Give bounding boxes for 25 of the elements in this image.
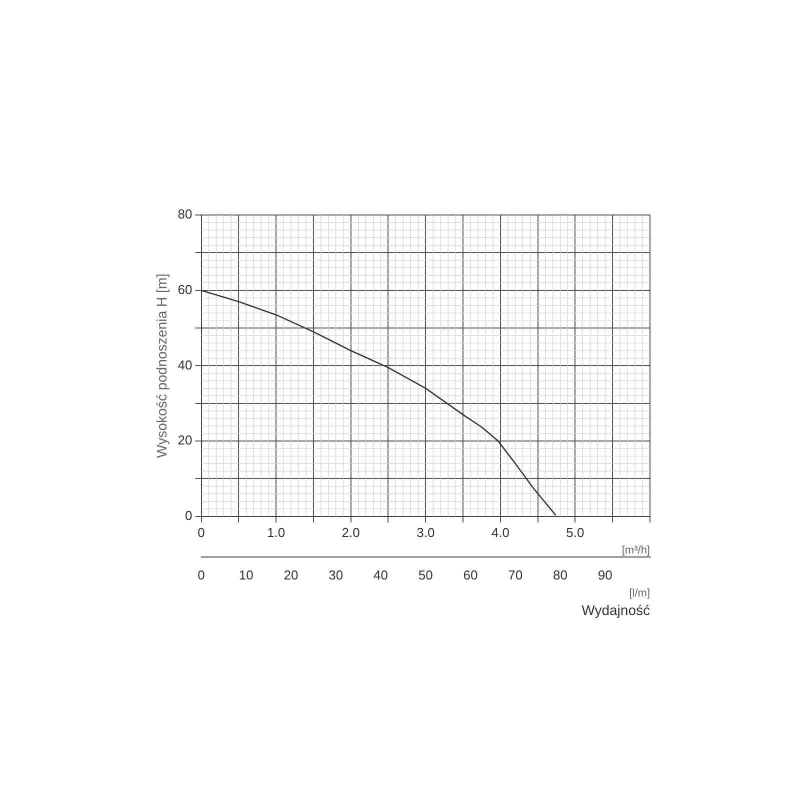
y-tick-label: 60 <box>178 282 192 297</box>
x2-tick-label: 10 <box>238 568 254 583</box>
y-tick-label: 40 <box>178 357 192 372</box>
x2-tick-label: 30 <box>328 568 344 583</box>
y-tick-label: 0 <box>185 508 192 523</box>
x2-tick-label: 0 <box>198 568 205 583</box>
x-tick-label: 2.0 <box>342 524 360 540</box>
x-tick-label: 4.0 <box>491 524 510 540</box>
x-tick-label: 3.0 <box>416 524 435 540</box>
y-axis-title: Wysokość podnoszenia H [m] <box>153 274 170 458</box>
x-tick-label: 1.0 <box>267 524 286 540</box>
x2-axis-title: [l/m] <box>629 587 650 600</box>
x-tick-label: 5.0 <box>566 524 584 540</box>
x2-tick-label: 50 <box>418 568 433 583</box>
text: Wydajność <box>582 602 650 618</box>
x2-tick-label: 60 <box>463 568 478 583</box>
y-tick-label: 80 <box>178 206 192 222</box>
x2-tick-label: 90 <box>598 568 612 583</box>
x2-tick-label: 40 <box>374 568 388 583</box>
x2-tick-label: 20 <box>284 568 298 583</box>
y-tick-label: 20 <box>178 432 192 448</box>
x-tick-label: 0 <box>198 524 205 540</box>
x2-tick-label: 80 <box>553 568 568 583</box>
x-axis-title: [m³/h] <box>622 544 650 557</box>
x2-tick-label: 70 <box>508 568 523 583</box>
